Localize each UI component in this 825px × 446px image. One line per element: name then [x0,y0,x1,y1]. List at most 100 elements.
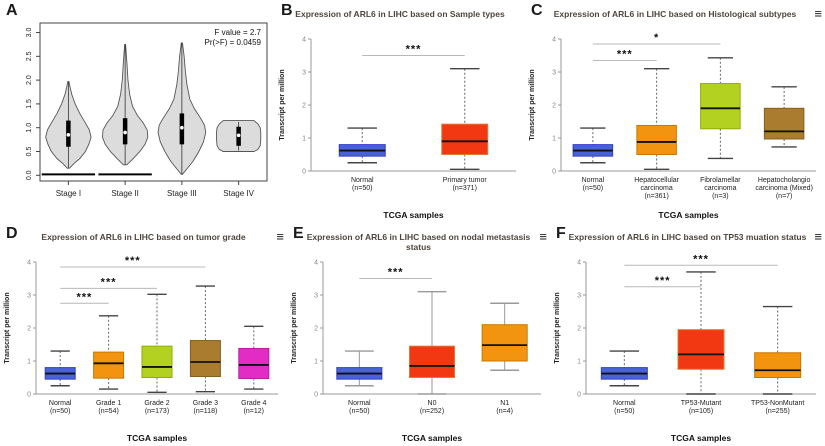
chart-title-tp53-mutation: Expression of ARL6 in LIHC based on TP53… [568,232,807,242]
menu-icon[interactable]: ≡ [814,229,822,244]
svg-text:2: 2 [314,326,318,333]
svg-text:(n=7): (n=7) [776,193,793,200]
svg-text:***: *** [125,255,141,267]
svg-text:(n=54): (n=54) [98,408,118,415]
svg-text:TP53-Mutant: TP53-Mutant [681,400,722,407]
svg-text:***: *** [693,253,709,265]
svg-text:4: 4 [27,260,31,267]
svg-text:***: *** [406,44,422,56]
svg-text:0: 0 [27,392,31,399]
panel-letter-c: C [531,2,543,19]
svg-text:***: *** [388,267,404,279]
svg-text:(n=255): (n=255) [766,408,790,415]
svg-text:0.0: 0.0 [26,170,33,180]
svg-text:3: 3 [302,70,306,77]
svg-text:1: 1 [577,359,581,366]
svg-text:1.5: 1.5 [26,99,33,109]
svg-text:carcinoma: carcinoma [704,185,736,192]
svg-text:Transcript per million: Transcript per million [529,69,536,140]
svg-text:Hepatocellular: Hepatocellular [634,177,679,184]
svg-text:(n=371): (n=371) [453,185,477,192]
boxplot-tumor-grade: 0 1 2 3 4 Transcript per million Normal(n=50) G… [4,255,278,443]
boxplot-sample-types: 0 1 2 3 4 Transcript per million Normal(n=50) P… [279,37,516,220]
svg-text:2: 2 [302,103,306,110]
svg-text:1: 1 [314,359,318,366]
panel-letter-b: B [281,2,293,19]
svg-text:2: 2 [552,103,556,110]
svg-text:Pr(>F) = 0.0459: Pr(>F) = 0.0459 [205,38,262,47]
svg-text:(n=3): (n=3) [712,193,729,200]
svg-text:N0: N0 [428,400,437,407]
violin-plot-stage: 0.0 0.5 1.0 1.5 2.0 2.5 3.0 Stage I Stage II Stag… [26,22,268,198]
svg-text:1: 1 [27,359,31,366]
svg-text:3: 3 [314,293,318,300]
chart-title-sample-types: Expression of ARL6 in LIHC based on Samp… [295,9,505,19]
svg-text:Normal: Normal [49,400,72,407]
panel-c: C Expression of ARL6 in LIHC based on Hi… [525,0,825,223]
svg-text:2: 2 [577,326,581,333]
svg-text:Stage III: Stage III [167,189,197,198]
svg-text:Primary tumor: Primary tumor [443,177,488,184]
svg-text:TCGA samples: TCGA samples [127,433,187,443]
menu-icon[interactable]: ≡ [276,229,284,244]
boxplot-nodal-metastasis: 0 1 2 3 4 Transcript per million Normal(n=50) N… [291,260,541,443]
svg-text:(n=4): (n=4) [496,408,513,415]
panel-b: B Expression of ARL6 in LIHC based on Sa… [275,0,525,223]
panel-a: A 0.0 0.5 1.0 1.5 2.0 2.5 3.0 Stage I Stage II St… [0,0,275,223]
svg-text:4: 4 [552,37,556,44]
svg-text:2.5: 2.5 [26,51,33,61]
svg-text:Transcript per million: Transcript per million [4,292,11,363]
svg-text:2: 2 [27,326,31,333]
svg-text:(n=50): (n=50) [352,185,372,192]
panel-e: E Expression of ARL6 in LIHC based on no… [287,223,550,446]
svg-text:1: 1 [552,136,556,143]
svg-text:Stage I: Stage I [56,189,81,198]
svg-text:2.0: 2.0 [26,75,33,85]
figure-row-bottom: D Expression of ARL6 in LIHC based on tu… [0,223,825,446]
svg-text:0: 0 [302,169,306,176]
svg-text:TCGA samples: TCGA samples [671,433,731,443]
svg-text:3: 3 [552,70,556,77]
svg-text:***: *** [655,275,671,287]
svg-text:Normal: Normal [351,177,374,184]
svg-text:Transcript per million: Transcript per million [291,292,298,363]
svg-text:N1: N1 [500,400,509,407]
svg-text:0.5: 0.5 [26,147,33,157]
svg-text:Normal: Normal [582,177,605,184]
chart-title-histological-subtypes: Expression of ARL6 in LIHC based on Hist… [553,9,797,19]
svg-text:(n=50): (n=50) [349,408,369,415]
svg-text:TP53-NonMutant: TP53-NonMutant [751,400,804,407]
svg-text:Grade 1: Grade 1 [96,400,121,407]
svg-text:Stage IV: Stage IV [223,189,254,198]
svg-text:carcinoma (Mixed): carcinoma (Mixed) [755,185,813,192]
panel-letter-e: E [293,225,304,242]
panel-letter-d: D [6,225,18,242]
chart-title-nodal-metastasis: Expression of ARL6 in LIHC based on noda… [306,232,531,252]
menu-icon[interactable]: ≡ [539,229,547,244]
svg-text:*: * [654,32,659,44]
svg-text:4: 4 [314,260,318,267]
svg-text:(n=105): (n=105) [689,408,713,415]
svg-text:1.0: 1.0 [26,123,33,133]
svg-text:Normal: Normal [613,400,636,407]
svg-text:Transcript per million: Transcript per million [279,69,286,140]
svg-text:(n=361): (n=361) [644,193,668,200]
panel-letter-f: F [556,225,566,242]
svg-text:carcinoma: carcinoma [640,185,672,192]
svg-text:***: *** [617,48,633,60]
figure-row-top: A 0.0 0.5 1.0 1.5 2.0 2.5 3.0 Stage I Stage II St… [0,0,825,223]
menu-icon[interactable]: ≡ [814,6,822,21]
svg-text:***: *** [101,276,117,288]
svg-text:4: 4 [577,260,581,267]
svg-text:1: 1 [302,136,306,143]
svg-text:(n=50): (n=50) [583,185,603,192]
svg-text:Transcript per million: Transcript per million [554,292,561,363]
chart-title-tumor-grade: Expression of ARL6 in LIHC based on tumo… [41,232,246,242]
svg-text:Hepatocholangio: Hepatocholangio [758,177,811,184]
svg-text:0: 0 [314,392,318,399]
svg-text:F value = 2.7: F value = 2.7 [215,28,262,37]
panel-d: D Expression of ARL6 in LIHC based on tu… [0,223,287,446]
panel-f: F Expression of ARL6 in LIHC based on TP… [550,223,825,446]
svg-text:Fibrolamellar: Fibrolamellar [700,177,741,184]
